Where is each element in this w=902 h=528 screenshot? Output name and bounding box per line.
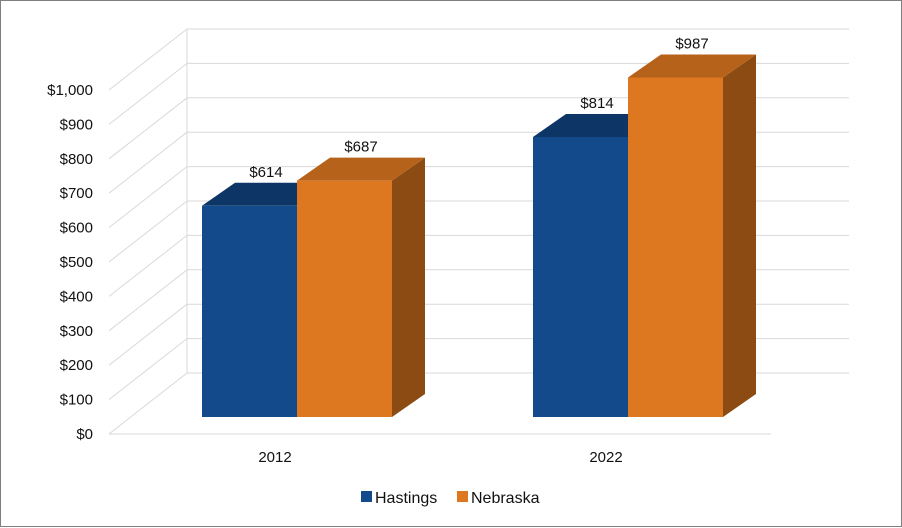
bar-hastings-2022 [533,136,628,417]
gridline-diagonal [108,372,188,435]
y-tick-label: $500 [60,254,93,271]
bar-hastings-2012 [202,205,297,417]
legend-swatch-nebraska [457,491,468,502]
bar-top-nebraska [628,54,756,78]
bar-nebraska-2012 [297,180,392,417]
y-tick-label: $900 [60,116,93,133]
gridline-diagonal [108,63,188,125]
gridline-diagonal [108,131,188,194]
x-tick-label: 2012 [258,449,291,466]
data-label: $814 [580,95,613,112]
bar-side-nebraska [392,157,425,417]
gridline-diagonal [108,269,188,332]
y-tick-label: $700 [60,185,93,202]
gridline-diagonal [108,166,188,228]
y-tick-label: $0 [76,426,93,443]
y-tick-label: $400 [60,288,93,305]
gridline-diagonal [108,28,188,91]
y-axis: $0 $100 $200 $300 $400 $500 $600 $700 $800 $900 $1… [47,82,93,443]
data-label: $987 [675,35,708,52]
gridline-diagonal [108,97,188,160]
legend-label: Nebraska [471,490,540,507]
legend-swatch-hastings [361,491,372,502]
bar-top-nebraska [297,157,425,181]
data-label: $614 [249,164,282,181]
data-labels: $614 $687 $814 $987 [249,35,708,180]
x-axis: 2012 2022 [258,449,622,466]
x-tick-label: 2022 [589,449,622,466]
y-tick-label: $100 [60,392,93,409]
gridline-diagonal [108,235,188,297]
legend-label: Hastings [375,490,437,507]
gridline-diagonal [108,338,188,400]
bar-nebraska-2022 [628,77,723,418]
gridline-diagonal [108,200,188,263]
y-tick-label: $800 [60,151,93,168]
gridline-diagonal [108,303,188,366]
legend: Hastings Nebraska [361,490,540,507]
bar-side-nebraska [723,54,756,418]
bars [202,54,756,418]
y-tick-label: $1,000 [47,82,93,99]
y-tick-label: $300 [60,323,93,340]
y-tick-label: $600 [60,220,93,237]
data-label: $687 [344,139,377,156]
y-tick-label: $200 [60,357,93,374]
